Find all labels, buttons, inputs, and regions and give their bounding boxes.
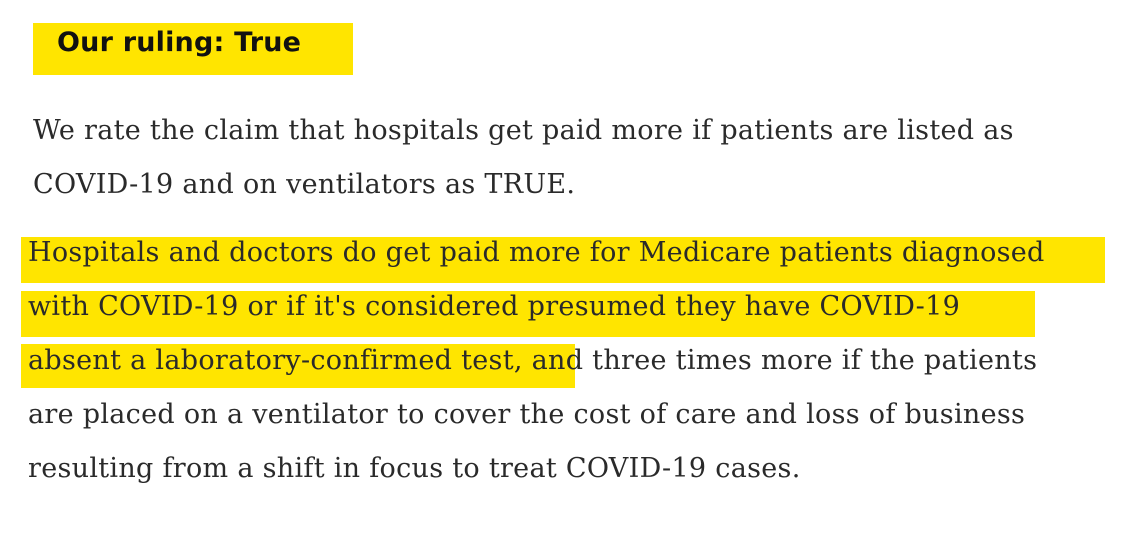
paragraph-line: COVID-19 and on ventilators as TRUE. (33, 169, 576, 200)
rating-paragraph: We rate the claim that hospitals get pai… (33, 104, 1113, 212)
explanation-paragraph: Hospitals and doctors do get paid more f… (28, 226, 1128, 496)
paragraph-line: are placed on a ventilator to cover the … (28, 399, 1026, 430)
ruling-heading: Our ruling: True (57, 27, 302, 58)
paragraph-line: Hospitals and doctors do get paid more f… (28, 237, 1045, 268)
paragraph-line: resulting from a shift in focus to treat… (28, 453, 801, 484)
text-highlight (21, 291, 1035, 337)
ruling-highlight (33, 23, 353, 75)
paragraph-line: We rate the claim that hospitals get pai… (33, 115, 1014, 146)
paragraph-line: with COVID-19 or if it's considered pres… (28, 291, 961, 322)
text-highlight (21, 344, 575, 388)
text-highlight (21, 237, 1105, 283)
paragraph-line: absent a laboratory-confirmed test, and … (28, 345, 1038, 376)
